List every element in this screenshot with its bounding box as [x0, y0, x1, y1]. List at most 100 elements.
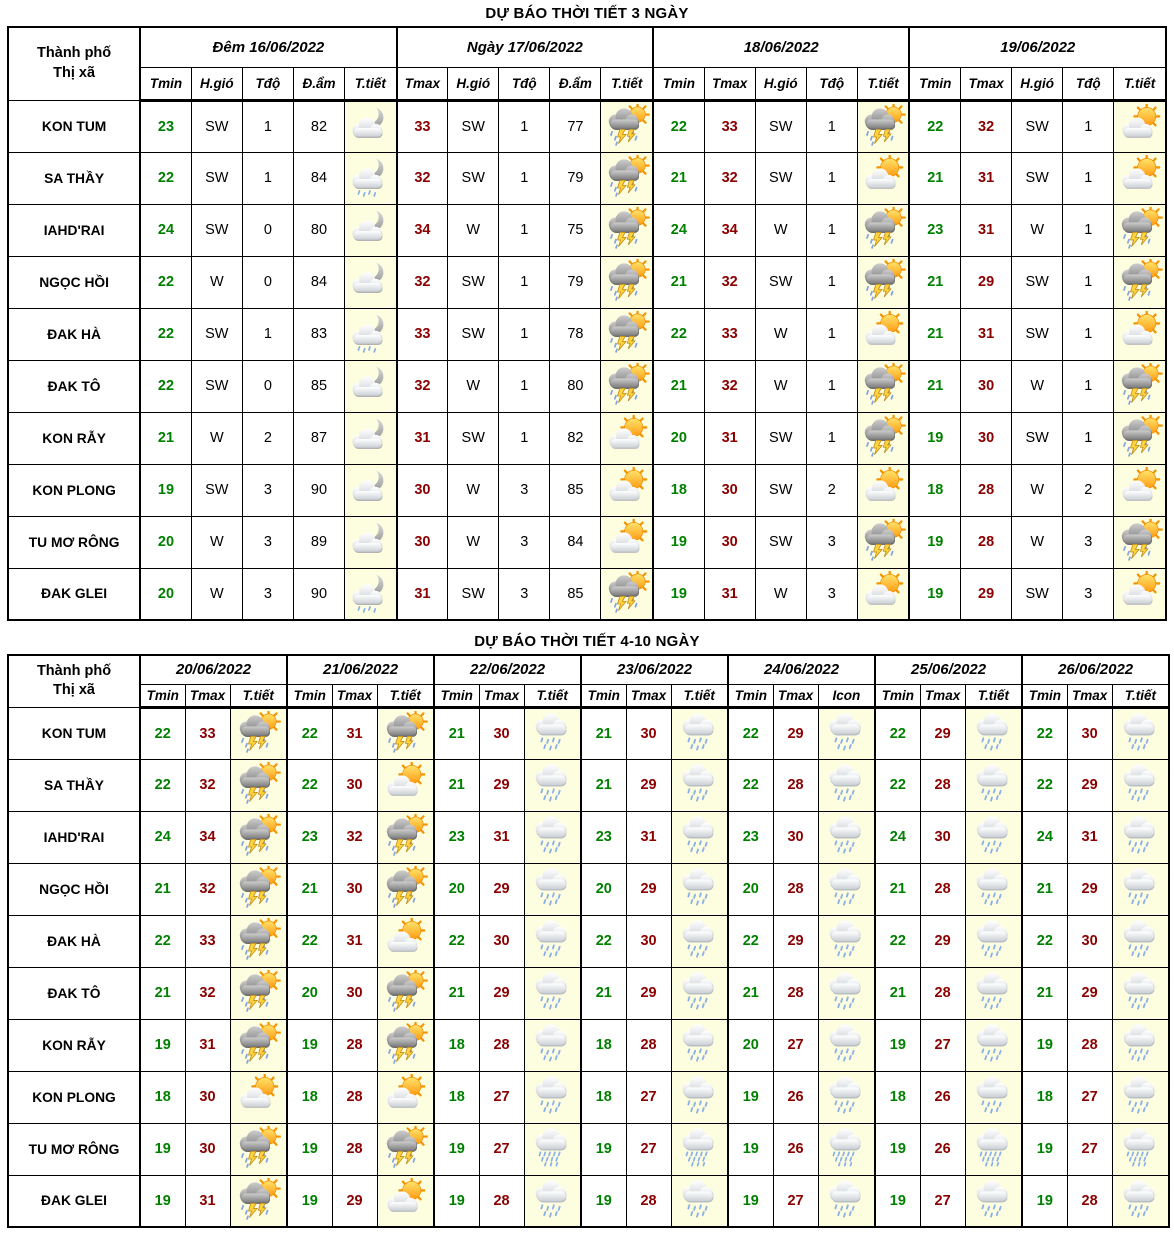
tmax-value: 32 — [331, 810, 378, 864]
tmax-value: 31 — [395, 411, 449, 465]
storm-sun-icon — [1121, 519, 1163, 561]
wind-direction-value: W — [190, 567, 243, 621]
rain-cloud-icon — [830, 1024, 861, 1062]
weather-icon-cell — [670, 1070, 729, 1124]
tmin-value: 22 — [652, 307, 705, 361]
weather-icon-cell — [229, 758, 288, 812]
weather-icon-cell — [817, 862, 876, 916]
wind-direction-value: SW — [1011, 411, 1064, 465]
forecast-row: SA THẦY 22 32 22 30 21 29 21 29 22 28 22 28 22 29 — [7, 758, 1170, 812]
tmax-value: 29 — [331, 1174, 378, 1228]
weather-icon-cell — [1111, 1070, 1170, 1124]
tmax-value: 32 — [703, 255, 756, 309]
wind-direction-value: SW — [447, 255, 500, 309]
column-header: T.tiết — [964, 683, 1023, 709]
tmin-value: 19 — [1021, 1174, 1068, 1228]
tmax-value: 30 — [184, 1070, 231, 1124]
storm-sun-icon — [1121, 363, 1163, 405]
tmin-value: 22 — [580, 914, 627, 968]
wind-level-value: 1 — [1062, 255, 1115, 309]
tmax-value: 32 — [184, 862, 231, 916]
storm-sun-icon — [608, 103, 650, 146]
humidity-value: 89 — [292, 515, 346, 569]
wind-level-value: 1 — [498, 99, 551, 153]
tmin-value: 22 — [139, 758, 186, 812]
tmin-value: 20 — [433, 862, 480, 916]
city-name: SA THẦY — [7, 151, 141, 205]
city-column-header: Thành phố Thị xã — [7, 654, 141, 708]
wind-level-value: 1 — [1062, 99, 1115, 153]
wind-level-value: 1 — [1062, 151, 1115, 205]
tmax-value: 27 — [625, 1070, 672, 1124]
tmax-value: 28 — [919, 758, 966, 812]
column-header: Tmax — [919, 683, 966, 709]
rain-cloud-icon — [535, 1076, 567, 1114]
table1-title: DỰ BÁO THỜI TIẾT 3 NGÀY — [485, 5, 689, 22]
tmax-value: 30 — [625, 706, 672, 760]
rain-cloud-icon — [683, 712, 714, 751]
weather-icon-cell — [817, 1070, 876, 1124]
tmin-value: 20 — [580, 862, 627, 916]
tmin-value: 19 — [874, 1018, 921, 1072]
date-header: 25/06/2022 — [874, 654, 1023, 685]
weather-icon-cell — [229, 810, 288, 864]
rain-cloud-icon — [1124, 920, 1155, 958]
moon-cloud-rain-icon — [352, 571, 384, 613]
wind-level-value: 1 — [805, 255, 858, 309]
rain-cloud-icon — [977, 712, 1008, 751]
tmin-value: 23 — [908, 203, 962, 257]
tmax-value: 28 — [772, 966, 819, 1020]
wind-direction-value: SW — [754, 411, 807, 465]
rain-cloud-icon — [977, 764, 1008, 802]
tmax-value: 27 — [1066, 1070, 1113, 1124]
wind-level-value: 1 — [805, 359, 858, 413]
humidity-value: 87 — [292, 411, 346, 465]
wind-direction-value: SW — [447, 411, 500, 465]
column-header: Icon — [817, 683, 876, 709]
tmax-value: 32 — [395, 151, 449, 205]
weather-icon-cell — [856, 203, 910, 257]
wind-level-value: 3 — [241, 463, 294, 517]
tmin-value: 19 — [433, 1174, 480, 1228]
tmin-value: 21 — [580, 706, 627, 760]
rain-cloud-icon — [683, 972, 714, 1010]
rain-cloud-icon — [977, 972, 1008, 1010]
weather-icon-cell — [964, 706, 1023, 760]
rain-cloud-icon — [535, 1180, 567, 1218]
tmin-value: 21 — [139, 411, 192, 465]
weather-icon-cell — [523, 914, 582, 968]
city-name: KON TUM — [7, 706, 141, 760]
rain-cloud-icon — [977, 816, 1008, 854]
tmin-value: 21 — [652, 359, 705, 413]
weather-icon-cell — [817, 758, 876, 812]
humidity-value: 78 — [549, 307, 602, 361]
forecast-row: ĐAK TÔ 22 SW 0 85 32 W 1 80 21 32 W 1 21 30 W 1 — [7, 359, 1167, 413]
weather-icon-cell — [1113, 359, 1167, 413]
weather-icon-cell — [670, 914, 729, 968]
column-header: T.tiết — [229, 683, 288, 709]
tmin-value: 19 — [727, 1070, 774, 1124]
tmax-value: 31 — [703, 567, 756, 621]
tmin-value: 22 — [139, 307, 192, 361]
tmax-value: 29 — [1066, 862, 1113, 916]
weather-icon-cell — [856, 99, 910, 153]
weather-icon-cell — [856, 463, 910, 517]
wind-direction-value: W — [1011, 515, 1064, 569]
column-header: Đ.ẩm — [549, 66, 602, 102]
weather-icon-cell — [344, 515, 398, 569]
wind-direction-value: W — [1011, 463, 1064, 517]
wind-level-value: 1 — [805, 151, 858, 205]
wind-level-value: 3 — [805, 567, 858, 621]
tmin-value: 23 — [139, 99, 192, 153]
tmin-value: 21 — [652, 151, 705, 205]
tmax-value: 27 — [478, 1122, 525, 1176]
weather-icon-cell — [856, 307, 910, 361]
wind-direction-value: W — [754, 359, 807, 413]
weather-icon-cell — [964, 1122, 1023, 1176]
tmin-value: 20 — [139, 515, 192, 569]
tmin-value: 19 — [580, 1122, 627, 1176]
city-name: KON PLONG — [7, 1070, 141, 1124]
tmax-value: 27 — [625, 1122, 672, 1176]
city-name: IAHD'RAI — [7, 810, 141, 864]
rain-cloud-icon — [830, 712, 861, 751]
